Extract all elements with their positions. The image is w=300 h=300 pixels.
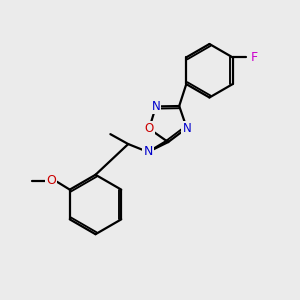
Text: O: O — [46, 174, 56, 187]
Text: N: N — [143, 146, 153, 158]
Text: O: O — [145, 122, 154, 135]
Text: N: N — [182, 122, 191, 135]
Text: F: F — [251, 51, 258, 64]
Text: N: N — [152, 100, 160, 113]
